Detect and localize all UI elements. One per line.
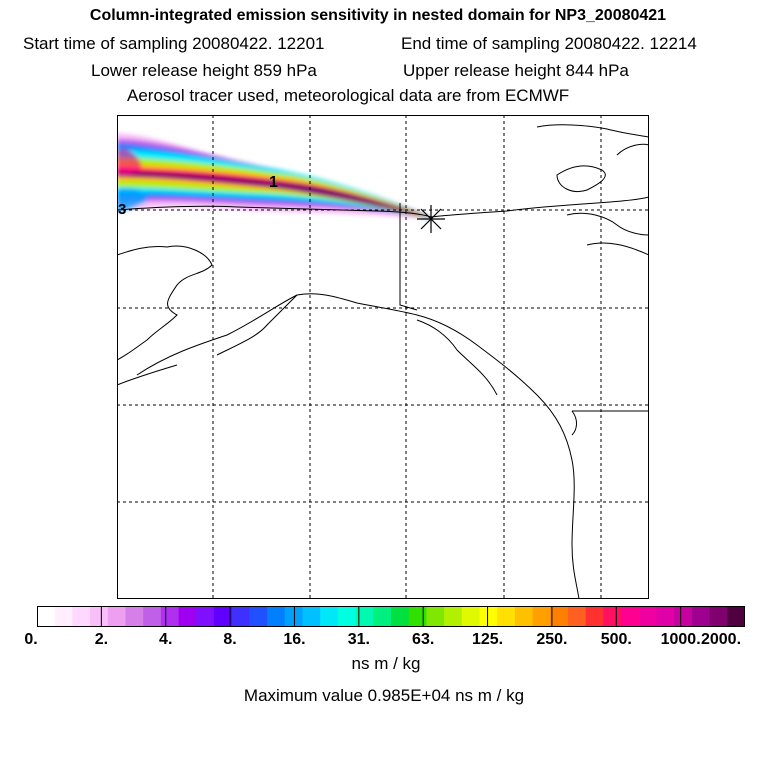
colorbar-segment — [178, 606, 197, 627]
start-time: Start time of sampling 20080422. 12201 — [23, 34, 325, 53]
colorbar-tick-label: 8. — [223, 631, 237, 648]
colorbar-segment — [337, 606, 357, 627]
colorbar-tick-label: 2000. — [700, 631, 742, 648]
colorbar-border — [37, 606, 745, 627]
colorbar-segment — [355, 606, 374, 627]
colorbar-segment — [373, 606, 392, 627]
plume-label-3: 3 — [118, 201, 126, 218]
tracer-info: Aerosol tracer used, meteorological data… — [127, 86, 570, 105]
colorbar-tick-label: 250. — [536, 631, 568, 648]
colorbar-segment — [320, 606, 339, 627]
colorbar-segment — [585, 606, 604, 627]
lower-release-height: Lower release height 859 hPa — [91, 61, 317, 80]
colorbar-tick-label: 1000. — [660, 631, 701, 648]
colorbar-segment — [479, 606, 498, 627]
release-location-marker — [417, 205, 445, 233]
colorbar-segment — [249, 606, 268, 627]
colorbar-segment — [37, 606, 56, 627]
colorbar — [37, 606, 745, 627]
map-border — [117, 115, 649, 599]
colorbar-segment — [143, 606, 162, 627]
colorbar-segment — [267, 606, 286, 627]
colorbar-segment — [568, 606, 587, 627]
colorbar-segment — [284, 606, 303, 627]
colorbar-segment — [709, 606, 728, 627]
colorbar-segment — [603, 606, 622, 627]
colorbar-tick-label: 2. — [94, 631, 109, 648]
emission-sensitivity-plume — [117, 133, 431, 219]
colorbar-tick-label: 500. — [600, 631, 632, 648]
colorbar-segment — [302, 606, 321, 627]
colorbar-segment — [638, 606, 657, 627]
colorbar-tick-label: 125. — [471, 631, 504, 648]
colorbar-tick-label: 63. — [412, 631, 435, 648]
plume-label-1: 1 — [269, 174, 278, 191]
colorbar-tick-label: 0. — [24, 631, 38, 648]
map-panel: 1 3 — [117, 115, 649, 599]
colorbar-segment — [107, 606, 126, 627]
colorbar-segment — [90, 606, 109, 627]
grid-lines — [117, 115, 649, 599]
colorbar-segment — [391, 606, 410, 627]
colorbar-tick-label: 16. — [283, 631, 306, 648]
colorbar-segment — [727, 606, 745, 627]
end-time: End time of sampling 20080422. 12214 — [401, 34, 697, 53]
colorbar-segment — [444, 606, 463, 627]
colorbar-units: ns m / kg — [351, 654, 421, 673]
colorbar-tick-label: 4. — [159, 631, 173, 648]
colorbar-segment — [426, 606, 445, 627]
colorbar-segment — [514, 606, 534, 627]
colorbar-segment — [532, 606, 551, 627]
maximum-value: Maximum value 0.985E+04 ns m / kg — [243, 686, 525, 705]
upper-release-height: Upper release height 844 hPa — [403, 61, 629, 80]
colorbar-segment — [54, 606, 73, 627]
colorbar-segment — [160, 606, 180, 627]
colorbar-segment — [621, 606, 640, 627]
colorbar-segment — [125, 606, 144, 627]
colorbar-segment — [408, 606, 427, 627]
colorbar-segment — [461, 606, 480, 627]
colorbar-segment — [550, 606, 569, 627]
colorbar-segment — [72, 606, 91, 627]
colorbar-tick-label: 31. — [347, 631, 370, 648]
colorbar-segment — [214, 606, 233, 627]
colorbar-segment — [656, 606, 675, 627]
colorbar-segment — [674, 606, 693, 627]
colorbar-segment — [231, 606, 250, 627]
chart-title: Column-integrated emission sensitivity i… — [89, 7, 667, 24]
colorbar-segment — [196, 606, 215, 627]
colorbar-segment — [497, 606, 516, 627]
colorbar-segment — [691, 606, 711, 627]
